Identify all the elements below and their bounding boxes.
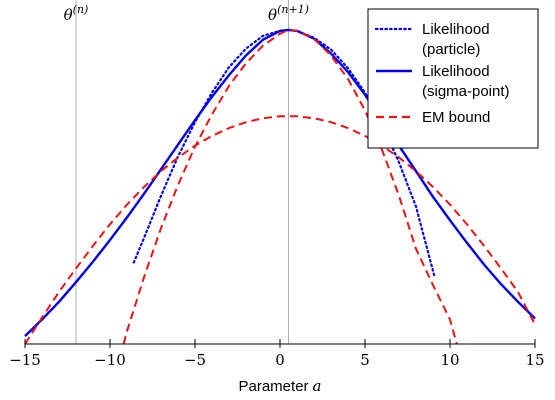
legend-box: [367, 8, 539, 149]
x-axis-title-var: a: [313, 377, 322, 395]
vertical-marker-label-sup: (n+1): [277, 3, 309, 16]
legend-label-particle-line2: (particle): [422, 41, 480, 58]
vertical-marker-label-base: θ: [64, 6, 73, 24]
series-line-3: [122, 28, 458, 345]
vertical-marker-label-base: θ: [268, 6, 277, 24]
vertical-marker-labels: θ(n) θ(n+1): [64, 3, 309, 24]
legend-label-em-bound: EM bound: [422, 109, 490, 126]
legend: Likelihood (particle) Likelihood (sigma-po…: [367, 8, 539, 149]
vertical-marker-lines: [75, 0, 289, 344]
x-axis-title-text: Parameter: [239, 378, 309, 395]
legend-label-sigma-point: Likelihood (sigma-point): [422, 63, 510, 100]
x-tick-label: 15: [525, 351, 544, 369]
x-tick-label: −5: [184, 351, 206, 369]
legend-label-particle-line1: Likelihood: [422, 21, 490, 38]
x-axis-title: Parameter a: [239, 377, 322, 395]
series-line-4: [24, 115, 536, 345]
vertical-marker-label-sup: (n): [73, 3, 89, 16]
x-tick-label: 0: [275, 351, 285, 369]
x-tick-label: 5: [360, 351, 370, 369]
legend-label-sigma-point-line1: Likelihood: [422, 63, 490, 80]
x-axis-ticks: −15 −10 −5 0 5 10 15: [9, 339, 545, 369]
legend-label-sigma-point-line2: (sigma-point): [422, 83, 510, 100]
legend-label-particle: Likelihood (particle): [422, 21, 490, 58]
x-tick-label: 10: [440, 351, 459, 369]
vertical-marker-label: θ(n): [64, 3, 89, 24]
x-tick-label: −10: [94, 351, 126, 369]
series-line-2: [24, 28, 536, 337]
x-tick-label: −15: [9, 351, 41, 369]
vertical-marker-label: θ(n+1): [268, 3, 309, 24]
